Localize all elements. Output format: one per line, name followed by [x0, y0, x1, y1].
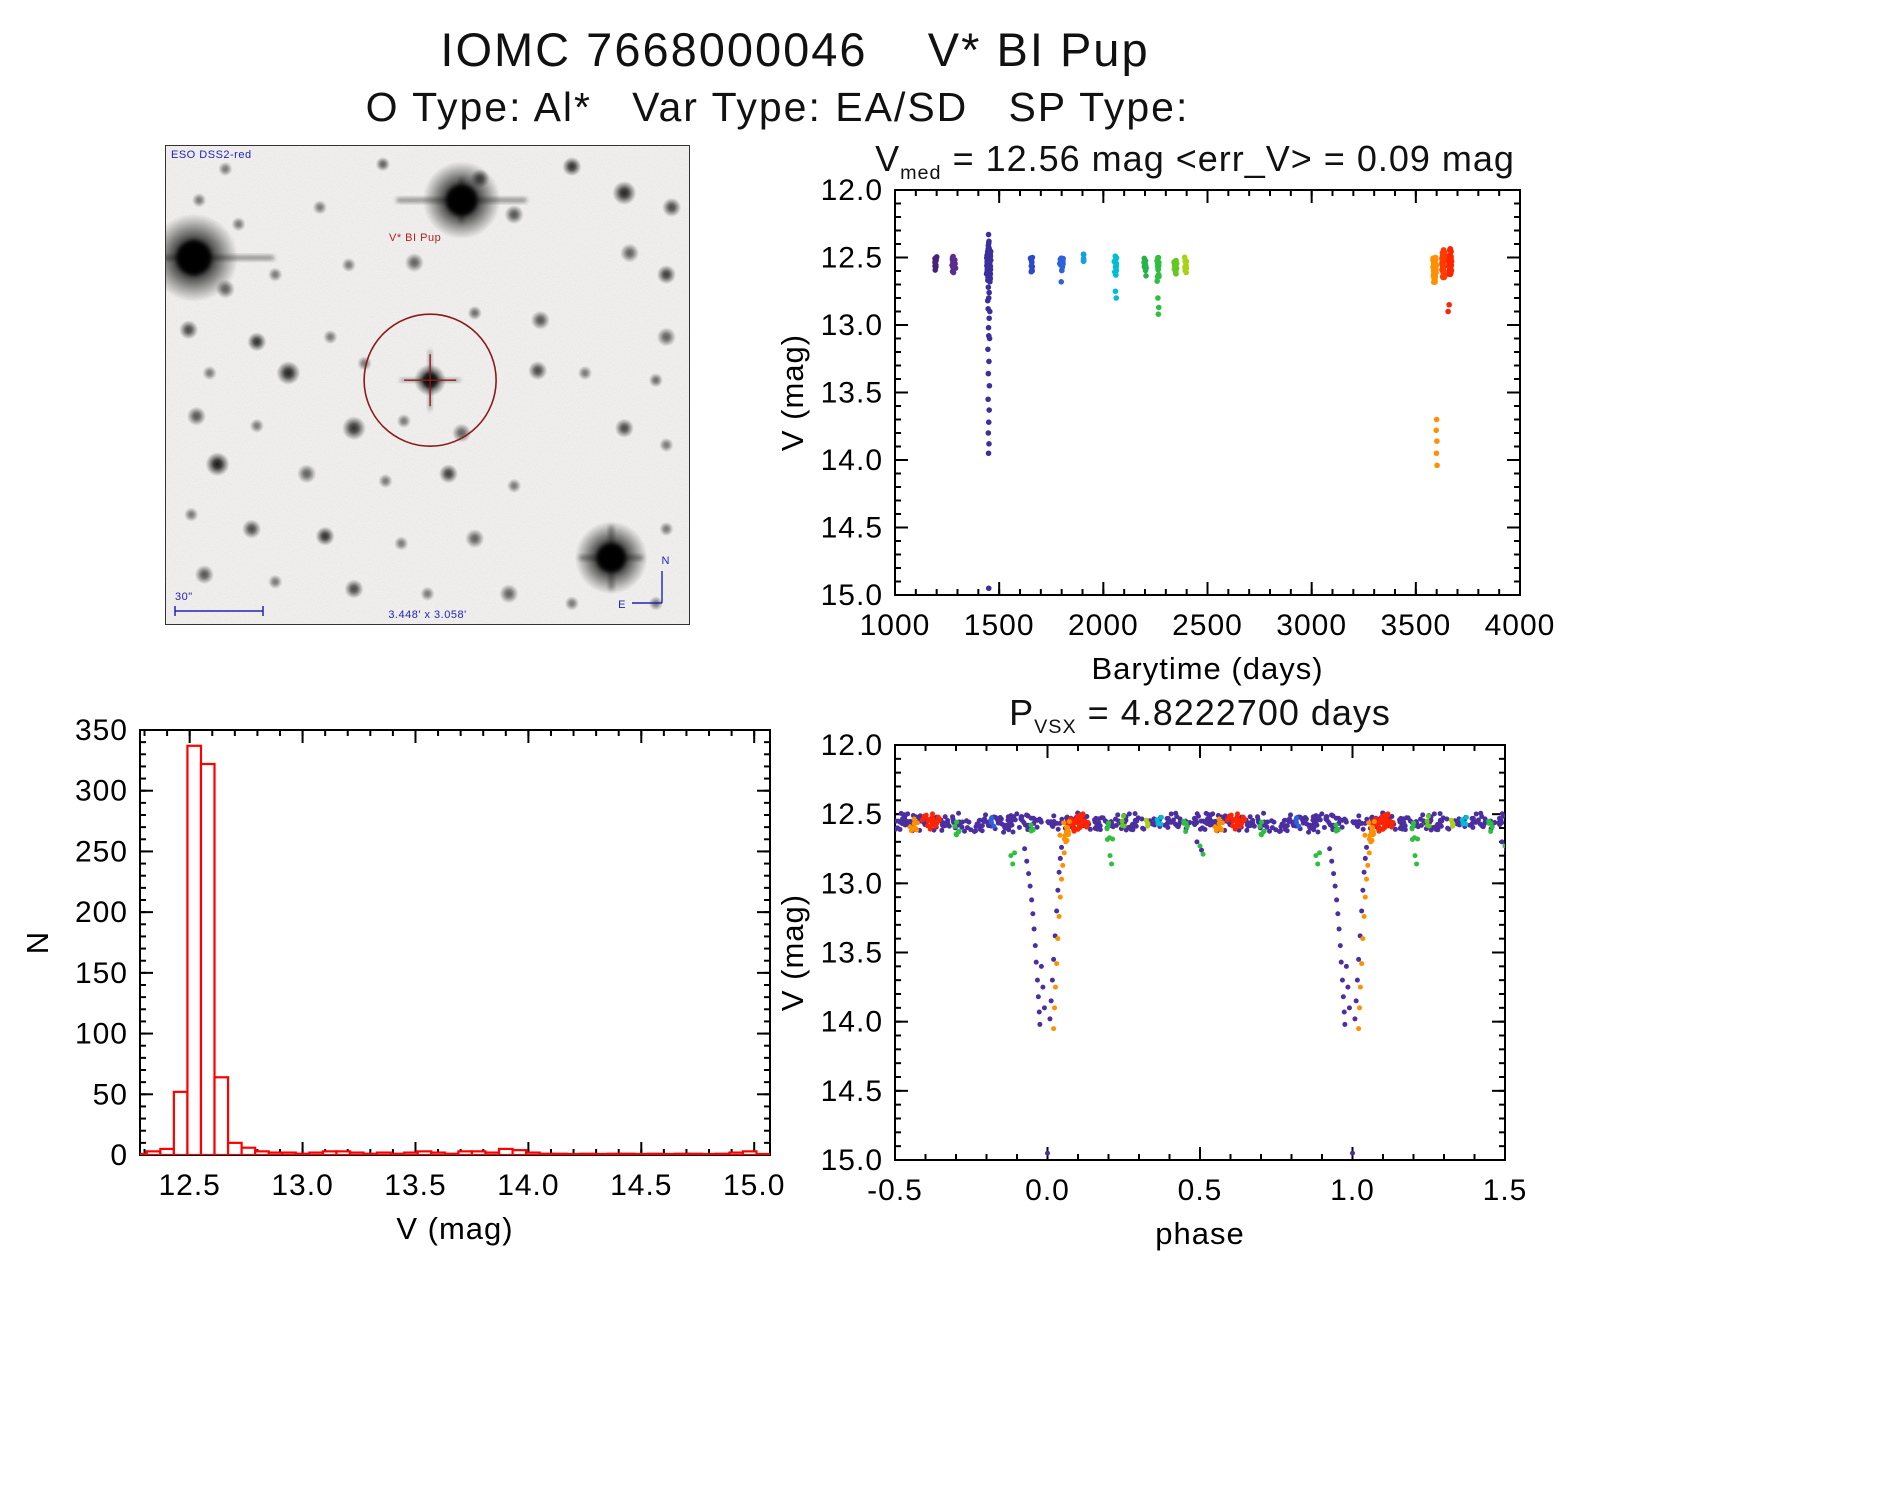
svg-text:12.0: 12.0: [821, 729, 883, 762]
phase-plot-title: PVSX = 4.8222700 days: [870, 692, 1530, 739]
lightcurve-data-points: [932, 231, 1455, 592]
svg-text:12.0: 12.0: [821, 174, 883, 207]
svg-text:14.0: 14.0: [821, 1006, 883, 1039]
svg-text:15.0: 15.0: [723, 1169, 785, 1202]
lightcurve-title-post: = 12.56 mag <err_V> = 0.09 mag: [941, 138, 1515, 179]
svg-text:4000: 4000: [1485, 609, 1556, 642]
phase-title-post: = 4.8222700 days: [1076, 692, 1391, 733]
svg-text:-0.5: -0.5: [867, 1174, 923, 1207]
svg-text:3000: 3000: [1276, 609, 1347, 642]
phase-title-pre: P: [1009, 692, 1035, 733]
svg-text:15.0: 15.0: [821, 1144, 883, 1177]
svg-text:300: 300: [75, 775, 128, 808]
lightcurve-plot: 1000 1500 2000 2500 3000 3500 4000 12.0 12.5 13.0…: [775, 174, 1556, 686]
histogram-chart: 12.5 13.0 13.5 14.0 14.5 15.0 0 50 100 150 200 250 3…: [10, 710, 815, 1260]
phase-data-points: [895, 810, 1505, 1156]
compass-north-label: N: [661, 555, 670, 567]
svg-text:13.0: 13.0: [271, 1169, 333, 1202]
svg-text:1500: 1500: [964, 609, 1035, 642]
lightcurve-title-sub: med: [900, 162, 942, 185]
lightcurve-title-pre: V: [875, 138, 901, 179]
histogram-xlabel: V (mag): [396, 1211, 513, 1246]
svg-text:12.5: 12.5: [821, 798, 883, 831]
svg-text:15.0: 15.0: [821, 579, 883, 612]
svg-text:1.0: 1.0: [1330, 1174, 1375, 1207]
svg-text:150: 150: [75, 957, 128, 990]
svg-text:350: 350: [75, 714, 128, 747]
finder-chart-panel: ESO DSS2-red V* BI Pup 30" 3.448' x 3.05…: [165, 145, 690, 625]
lightcurve-ylabel: V (mag): [775, 334, 810, 451]
target-star-label: V* BI Pup: [389, 232, 442, 244]
finder-chart-image: [165, 145, 690, 625]
svg-text:50: 50: [93, 1078, 128, 1111]
svg-text:13.0: 13.0: [821, 867, 883, 900]
fov-size-label: 3.448' x 3.058': [388, 609, 467, 621]
svg-text:0.0: 0.0: [1025, 1174, 1070, 1207]
svg-text:100: 100: [75, 1018, 128, 1051]
svg-text:14.0: 14.0: [497, 1169, 559, 1202]
phase-title-sub: VSX: [1034, 716, 1077, 739]
svg-text:1.5: 1.5: [1483, 1174, 1528, 1207]
svg-text:13.5: 13.5: [384, 1169, 446, 1202]
svg-text:14.0: 14.0: [821, 444, 883, 477]
histogram-plot: 12.5 13.0 13.5 14.0 14.5 15.0 0 50 100 150 200 250 3…: [20, 714, 785, 1246]
svg-text:13.5: 13.5: [821, 377, 883, 410]
svg-text:12.5: 12.5: [821, 242, 883, 275]
lightcurve-title: Vmed = 12.56 mag <err_V> = 0.09 mag: [845, 138, 1545, 185]
phase-ylabel: V (mag): [775, 894, 810, 1011]
compass-east-label: E: [618, 599, 626, 611]
figure-subtitle: O Type: Al* Var Type: EA/SD SP Type:: [365, 84, 1190, 130]
svg-text:2500: 2500: [1172, 609, 1243, 642]
survey-label: ESO DSS2-red: [171, 149, 252, 161]
svg-text:13.5: 13.5: [821, 937, 883, 970]
figure-title: IOMC 7668000046 V* BI Pup: [440, 23, 1150, 76]
svg-text:200: 200: [75, 896, 128, 929]
svg-text:12.5: 12.5: [158, 1169, 220, 1202]
svg-text:0: 0: [110, 1139, 128, 1172]
svg-text:14.5: 14.5: [821, 512, 883, 545]
lightcurve-chart: 1000 1500 2000 2500 3000 3500 4000 12.0 12.5 13.0…: [765, 170, 1565, 700]
lightcurve-xlabel: Barytime (days): [1091, 651, 1323, 686]
phase-chart: -0.5 0.0 0.5 1.0 1.5 12.0 12.5 13.0 13.5 14.0 14.5…: [765, 725, 1550, 1265]
histogram-ylabel: N: [20, 931, 55, 954]
svg-text:14.5: 14.5: [610, 1169, 672, 1202]
phase-xlabel: phase: [1155, 1216, 1244, 1251]
svg-text:2000: 2000: [1068, 609, 1139, 642]
svg-text:250: 250: [75, 835, 128, 868]
svg-text:1000: 1000: [860, 609, 931, 642]
scale-bar-label: 30": [175, 591, 193, 603]
svg-text:14.5: 14.5: [821, 1075, 883, 1108]
svg-text:0.5: 0.5: [1178, 1174, 1223, 1207]
svg-text:13.0: 13.0: [821, 309, 883, 342]
svg-text:3500: 3500: [1380, 609, 1451, 642]
histogram-data-points: [140, 744, 770, 1155]
phase-plot: -0.5 0.0 0.5 1.0 1.5 12.0 12.5 13.0 13.5 14.0 14.5…: [775, 729, 1528, 1251]
